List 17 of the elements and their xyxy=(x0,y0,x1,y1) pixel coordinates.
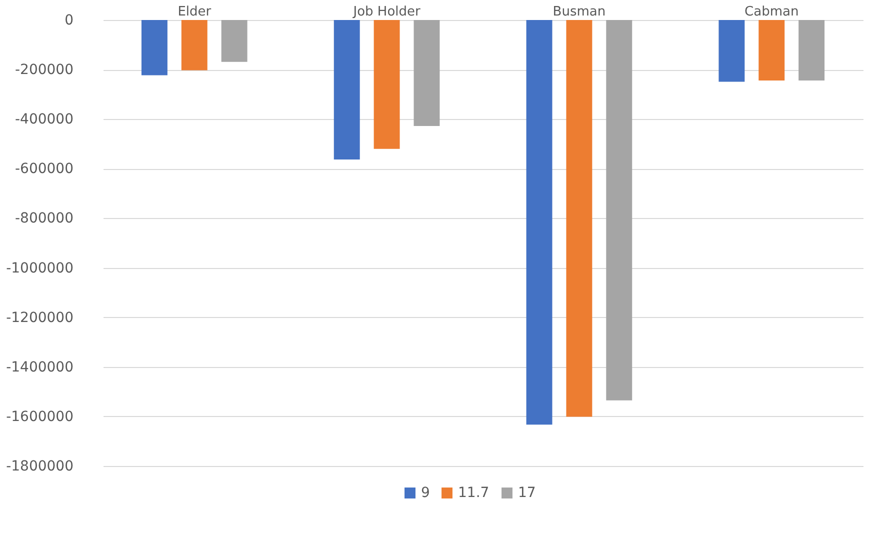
x-tick-label: Elder xyxy=(178,4,212,20)
y-tick-label: -1800000 xyxy=(6,458,74,474)
x-tick-label: Cabman xyxy=(744,4,799,20)
y-tick-label: -200000 xyxy=(15,62,74,78)
y-tick-label: -400000 xyxy=(15,112,74,128)
x-tick-label: Job Holder xyxy=(352,4,422,20)
y-tick-label: -600000 xyxy=(15,161,74,178)
y-tick-label: -1000000 xyxy=(6,260,74,276)
legend-label: 11.7 xyxy=(458,485,490,501)
legend-label: 9 xyxy=(421,485,430,501)
y-tick-label: -1200000 xyxy=(6,310,74,326)
y-tick-label: -1400000 xyxy=(6,359,74,376)
y-tick-label: 0 xyxy=(64,12,74,28)
legend-label: 17 xyxy=(518,485,536,501)
y-tick-label: -1600000 xyxy=(6,408,74,425)
y-tick-label: -800000 xyxy=(15,210,74,227)
x-tick-label: Busman xyxy=(552,4,606,20)
